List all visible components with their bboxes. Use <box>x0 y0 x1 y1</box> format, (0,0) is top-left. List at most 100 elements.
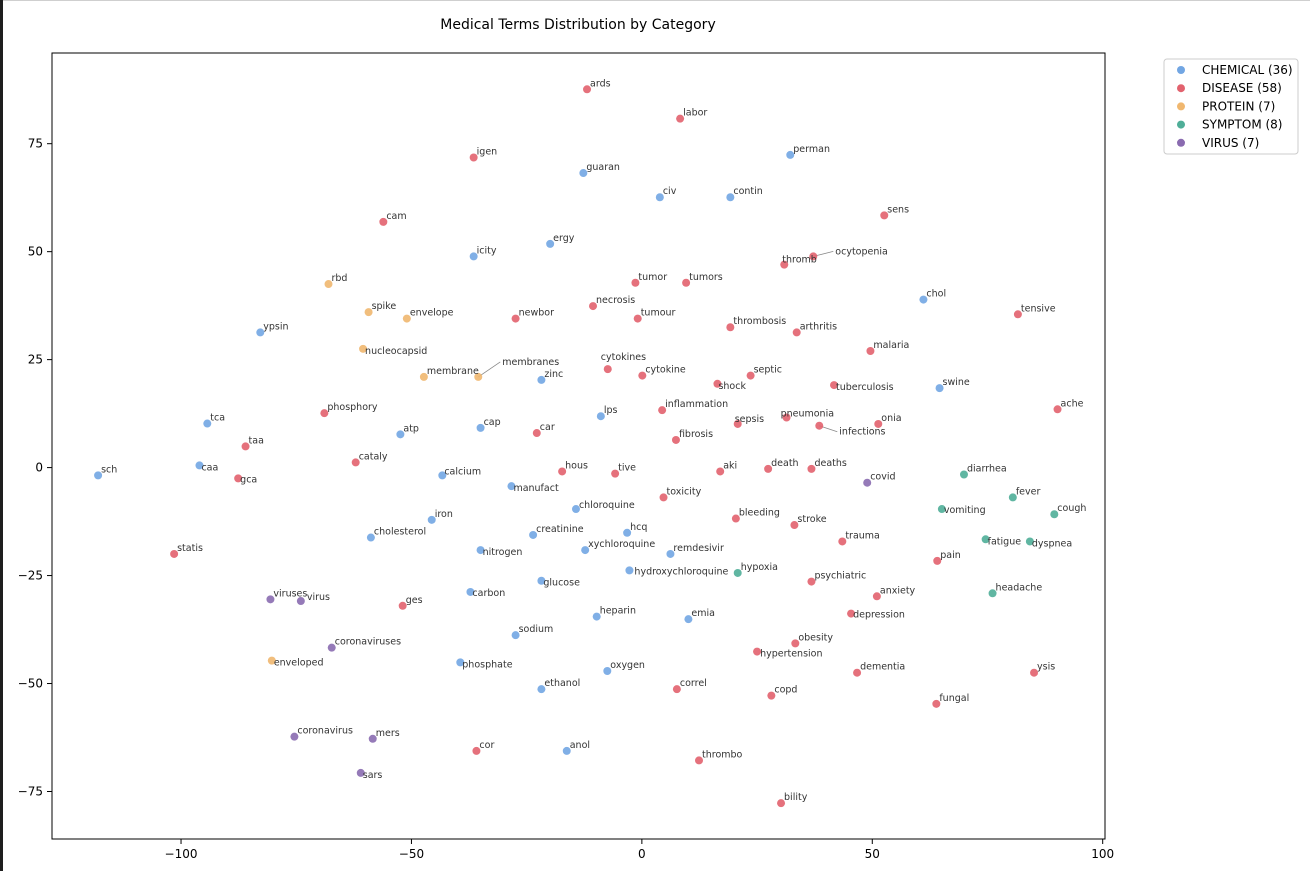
point-label: zinc <box>544 369 563 380</box>
y-tick-label: −75 <box>18 784 43 798</box>
point-label: lps <box>604 405 618 416</box>
point-label: virus <box>307 592 330 603</box>
data-point <box>603 667 612 676</box>
data-point <box>511 314 520 323</box>
legend-marker <box>1177 66 1185 74</box>
data-point <box>469 252 478 261</box>
data-point <box>562 746 571 755</box>
data-point <box>792 328 801 337</box>
data-point <box>368 734 377 743</box>
data-point <box>780 260 789 269</box>
data-point <box>786 150 795 159</box>
point-label: pain <box>940 550 961 561</box>
point-label: creatinine <box>536 524 584 535</box>
point-label: fever <box>1016 486 1041 497</box>
data-point <box>753 647 762 656</box>
point-label: emia <box>691 608 715 619</box>
data-point <box>733 568 742 577</box>
data-point <box>655 193 664 202</box>
data-point <box>853 668 862 677</box>
point-label: spike <box>372 301 397 312</box>
data-point <box>863 478 872 487</box>
point-label: tca <box>210 413 225 424</box>
data-point <box>932 699 941 708</box>
data-point <box>713 379 722 388</box>
data-point <box>234 474 243 483</box>
y-tick-label: 25 <box>28 353 43 367</box>
point-label: sepsis <box>735 414 764 425</box>
point-label: igen <box>477 147 498 158</box>
data-point <box>638 371 647 380</box>
point-label: onia <box>881 413 901 424</box>
data-point <box>1030 668 1039 677</box>
data-point <box>682 278 691 287</box>
data-point <box>469 153 478 162</box>
point-label: ergy <box>553 233 575 244</box>
point-label: diarrhea <box>967 464 1007 475</box>
data-point <box>872 592 881 601</box>
data-point <box>726 193 735 202</box>
point-label: chol <box>926 289 946 300</box>
data-point <box>571 505 580 514</box>
point-label: hcq <box>630 522 647 533</box>
y-tick-label: −25 <box>18 569 43 583</box>
data-point <box>256 328 265 337</box>
data-point <box>532 429 541 438</box>
point-label: cap <box>484 417 501 428</box>
legend: CHEMICAL (36) DISEASE (58) PROTEIN (7) SYMP… <box>1163 58 1299 155</box>
data-point <box>267 656 276 665</box>
legend-marker <box>1177 84 1185 93</box>
data-point <box>241 442 250 451</box>
point-label: psychiatric <box>814 571 866 582</box>
point-label: contin <box>733 186 762 197</box>
point-label: taa <box>249 435 264 446</box>
point-label: enveloped <box>274 658 324 669</box>
data-point <box>456 658 465 667</box>
point-label: ards <box>590 78 611 89</box>
point-label: heparin <box>600 606 636 617</box>
x-tick-label: −100 <box>165 847 198 861</box>
data-point <box>695 756 704 765</box>
point-label: membranes <box>502 357 559 368</box>
data-point <box>379 217 388 226</box>
data-point <box>633 314 642 323</box>
point-label: sens <box>887 204 909 215</box>
point-label: carbon <box>472 588 505 599</box>
data-point <box>981 535 990 544</box>
y-tick-label: 0 <box>35 461 43 475</box>
data-point <box>537 685 546 694</box>
point-label: civ <box>663 186 677 197</box>
point-label: cough <box>1057 503 1086 514</box>
point-label: chloroquine <box>579 500 635 511</box>
point-label: malaria <box>873 340 909 351</box>
point-label: perman <box>793 144 830 155</box>
point-label: necrosis <box>596 295 635 306</box>
x-tick-label: 100 <box>1091 847 1114 861</box>
legend-entry: SYMPTOM (8) <box>1202 118 1282 132</box>
point-label: icity <box>477 245 497 256</box>
point-label: ache <box>1061 398 1084 409</box>
point-label: fibrosis <box>679 429 713 440</box>
data-point <box>838 537 847 546</box>
data-point <box>603 365 612 374</box>
point-label: copd <box>774 685 797 696</box>
point-label: calcium <box>444 466 481 477</box>
point-label: newbor <box>519 308 554 319</box>
data-point <box>476 546 485 555</box>
point-label: nucleocapsid <box>365 346 427 357</box>
data-point <box>581 546 590 555</box>
points-layer <box>94 85 1062 808</box>
point-label: thrombosis <box>733 316 786 327</box>
point-label: tumour <box>641 308 676 319</box>
data-point <box>396 430 405 439</box>
data-point <box>919 295 928 304</box>
point-label: guaran <box>586 162 620 173</box>
point-label: cor <box>479 740 494 751</box>
point-label: caa <box>201 462 218 473</box>
point-label: gca <box>240 474 257 485</box>
point-label: fatigue <box>988 536 1022 547</box>
data-point <box>356 768 365 777</box>
data-point <box>511 631 520 640</box>
x-axis: −100 −50 0 50 100 <box>165 839 1114 861</box>
